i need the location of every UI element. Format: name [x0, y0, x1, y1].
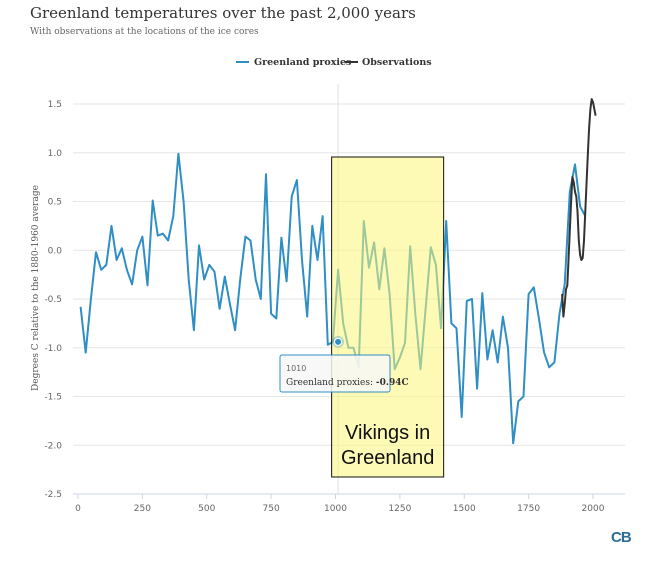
legend-label-observations[interactable]: Observations [362, 57, 432, 68]
y-tick-label: -2.0 [44, 441, 62, 451]
x-tick-label: 0 [75, 504, 81, 514]
tooltip-text: Greenland proxies: -0.94C [286, 378, 409, 388]
y-tick-label: -1.5 [44, 393, 62, 403]
series-line-observations[interactable] [561, 98, 597, 318]
tooltip: 1010 Greenland proxies: -0.94C [279, 335, 409, 393]
x-tick-label: 750 [263, 504, 280, 514]
annotation-box [331, 156, 445, 478]
x-tick-label: 1000 [324, 504, 347, 514]
x-tick-label: 1500 [453, 504, 476, 514]
x-axis: 0 250 500 750 1000 1250 1500 1750 2000 [75, 494, 605, 514]
y-tick-label: 1.5 [48, 100, 62, 110]
chart-title: Greenland temperatures over the past 2,0… [30, 4, 416, 22]
y-tick-label: -1.0 [44, 344, 62, 354]
y-axis-label: Degrees C relative to the 1880-1960 aver… [31, 185, 41, 391]
x-tick-label: 250 [134, 504, 151, 514]
x-tick-label: 500 [198, 504, 215, 514]
legend-label-proxies[interactable]: Greenland proxies [254, 57, 351, 68]
tooltip-value: -0.94C [376, 378, 409, 388]
tooltip-year: 1010 [286, 364, 306, 373]
y-axis: 1.5 1.0 0.5 0.0 -0.5 -1.0 -1.5 -2.0 -2.5 [44, 100, 62, 500]
vikings-annotation: Vikings in Greenland [331, 156, 445, 478]
y-tick-label: 0.5 [48, 198, 62, 208]
tooltip-box [279, 354, 391, 393]
x-tick-label: 1250 [388, 504, 411, 514]
y-tick-label: 0.0 [48, 246, 63, 256]
chart-subtitle: With observations at the locations of th… [30, 27, 259, 37]
x-tick-label: 1750 [517, 504, 540, 514]
x-tick-label: 2000 [582, 504, 605, 514]
brand-logo: CB [611, 529, 632, 546]
legend[interactable]: Greenland proxies Observations [236, 57, 432, 68]
hover-point[interactable] [334, 337, 343, 346]
annotation-text-line2: Greenland [341, 447, 434, 469]
y-tick-label: -0.5 [44, 295, 62, 305]
y-tick-label: 1.0 [48, 149, 63, 159]
y-tick-label: -2.5 [44, 490, 62, 500]
annotation-text-line1: Vikings in [345, 422, 430, 444]
